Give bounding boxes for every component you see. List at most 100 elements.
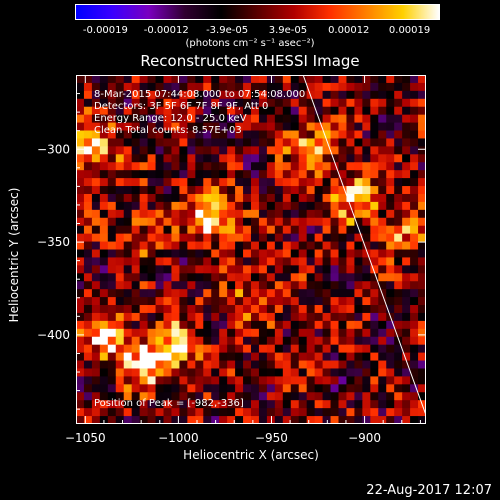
heatmap-cell bbox=[123, 178, 133, 187]
heatmap-cell bbox=[258, 162, 268, 171]
heatmap-cell bbox=[378, 209, 387, 219]
heatmap-cell bbox=[155, 170, 165, 179]
heatmap-cell bbox=[139, 400, 149, 409]
heatmap-cell bbox=[394, 170, 403, 179]
heatmap-cell bbox=[227, 336, 236, 346]
heatmap-cell bbox=[187, 90, 196, 100]
heatmap-cell bbox=[362, 312, 371, 322]
heatmap-cell bbox=[386, 352, 395, 362]
heatmap-cell bbox=[219, 408, 228, 417]
heatmap-cell bbox=[346, 130, 355, 140]
heatmap-cell bbox=[243, 122, 252, 132]
heatmap-cell bbox=[139, 225, 149, 235]
heatmap-cell bbox=[354, 233, 363, 243]
heatmap-cell bbox=[195, 75, 204, 84]
heatmap-cell bbox=[76, 162, 85, 171]
heatmap-cell bbox=[107, 225, 117, 235]
heatmap-cell bbox=[306, 170, 316, 179]
heatmap-cell bbox=[83, 90, 93, 100]
heatmap-cell bbox=[346, 193, 355, 203]
heatmap-cell bbox=[314, 352, 324, 362]
heatmap-cell bbox=[274, 368, 284, 378]
heatmap-cell bbox=[394, 154, 403, 163]
heatmap-cell bbox=[163, 233, 173, 243]
heatmap-cell bbox=[107, 257, 117, 266]
heatmap-cell bbox=[155, 336, 165, 346]
heatmap-cell bbox=[362, 265, 371, 274]
heatmap-cell bbox=[131, 257, 141, 266]
heatmap-cell bbox=[266, 178, 276, 187]
heatmap-cell bbox=[243, 305, 252, 314]
heatmap-cell bbox=[402, 281, 411, 290]
heatmap-cell bbox=[99, 416, 109, 425]
heatmap-cell bbox=[370, 170, 379, 179]
heatmap-cell bbox=[354, 154, 363, 163]
heatmap-cell bbox=[155, 305, 165, 314]
heatmap-cell bbox=[266, 281, 276, 290]
heatmap-cell bbox=[266, 233, 276, 243]
heatmap-cell bbox=[274, 178, 284, 187]
heatmap-cell bbox=[147, 312, 157, 322]
heatmap-cell bbox=[322, 336, 332, 346]
heatmap-cell bbox=[219, 416, 228, 425]
heatmap-cell bbox=[282, 416, 292, 425]
heatmap-cell bbox=[123, 400, 133, 409]
heatmap-cell bbox=[298, 344, 308, 354]
heatmap-cell bbox=[290, 193, 300, 203]
heatmap-cell bbox=[418, 360, 427, 370]
heatmap-cell bbox=[123, 138, 133, 147]
heatmap-cell bbox=[155, 360, 165, 370]
heatmap-cell bbox=[386, 82, 395, 92]
heatmap-cell bbox=[235, 297, 244, 306]
heatmap-cell bbox=[227, 320, 236, 330]
heatmap-cell bbox=[139, 336, 149, 346]
heatmap-cell bbox=[123, 376, 133, 385]
heatmap-cell bbox=[330, 281, 340, 290]
heatmap-cell bbox=[410, 209, 419, 219]
heatmap-cell bbox=[147, 305, 157, 314]
heatmap-cell bbox=[338, 360, 348, 370]
heatmap-cell bbox=[163, 225, 173, 235]
heatmap-cell bbox=[187, 352, 196, 362]
heatmap-cell bbox=[370, 360, 379, 370]
heatmap-cell bbox=[171, 178, 180, 187]
heatmap-cell bbox=[338, 384, 348, 393]
heatmap-cell bbox=[282, 352, 292, 362]
heatmap-cell bbox=[107, 146, 117, 155]
heatmap-cell bbox=[83, 82, 93, 92]
heatmap-cell bbox=[378, 273, 387, 282]
heatmap-cell bbox=[338, 392, 348, 401]
heatmap-cell bbox=[83, 217, 93, 227]
heatmap-cell bbox=[354, 360, 363, 370]
heatmap-cell bbox=[76, 209, 85, 219]
heatmap-cell bbox=[258, 122, 268, 132]
heatmap-cell bbox=[314, 82, 324, 92]
heatmap-cell bbox=[163, 305, 173, 314]
heatmap-cell bbox=[298, 400, 308, 409]
heatmap-cell bbox=[227, 122, 236, 132]
heatmap-cell bbox=[147, 138, 157, 147]
heatmap-cell bbox=[346, 312, 355, 322]
heatmap-cell bbox=[147, 249, 157, 259]
heatmap-cell bbox=[306, 249, 316, 259]
heatmap-cell bbox=[147, 122, 157, 132]
heatmap-cell bbox=[171, 186, 180, 195]
heatmap-cell bbox=[171, 193, 180, 203]
heatmap-cell bbox=[402, 305, 411, 314]
heatmap-cell bbox=[282, 289, 292, 298]
heatmap-cell bbox=[386, 408, 395, 417]
heatmap-cell bbox=[187, 400, 196, 409]
heatmap-cell bbox=[402, 138, 411, 147]
heatmap-cell bbox=[243, 217, 252, 227]
heatmap-cell bbox=[370, 392, 379, 401]
heatmap-cell bbox=[147, 241, 157, 251]
heatmap-cell bbox=[266, 273, 276, 282]
heatmap-cell bbox=[330, 146, 340, 155]
heatmap-cell bbox=[402, 344, 411, 354]
heatmap-cell bbox=[123, 392, 133, 401]
heatmap-cell bbox=[195, 320, 204, 330]
heatmap-cell bbox=[306, 82, 316, 92]
heatmap-cell bbox=[274, 98, 284, 108]
heatmap-cell bbox=[346, 376, 355, 385]
heatmap-cell bbox=[402, 178, 411, 187]
